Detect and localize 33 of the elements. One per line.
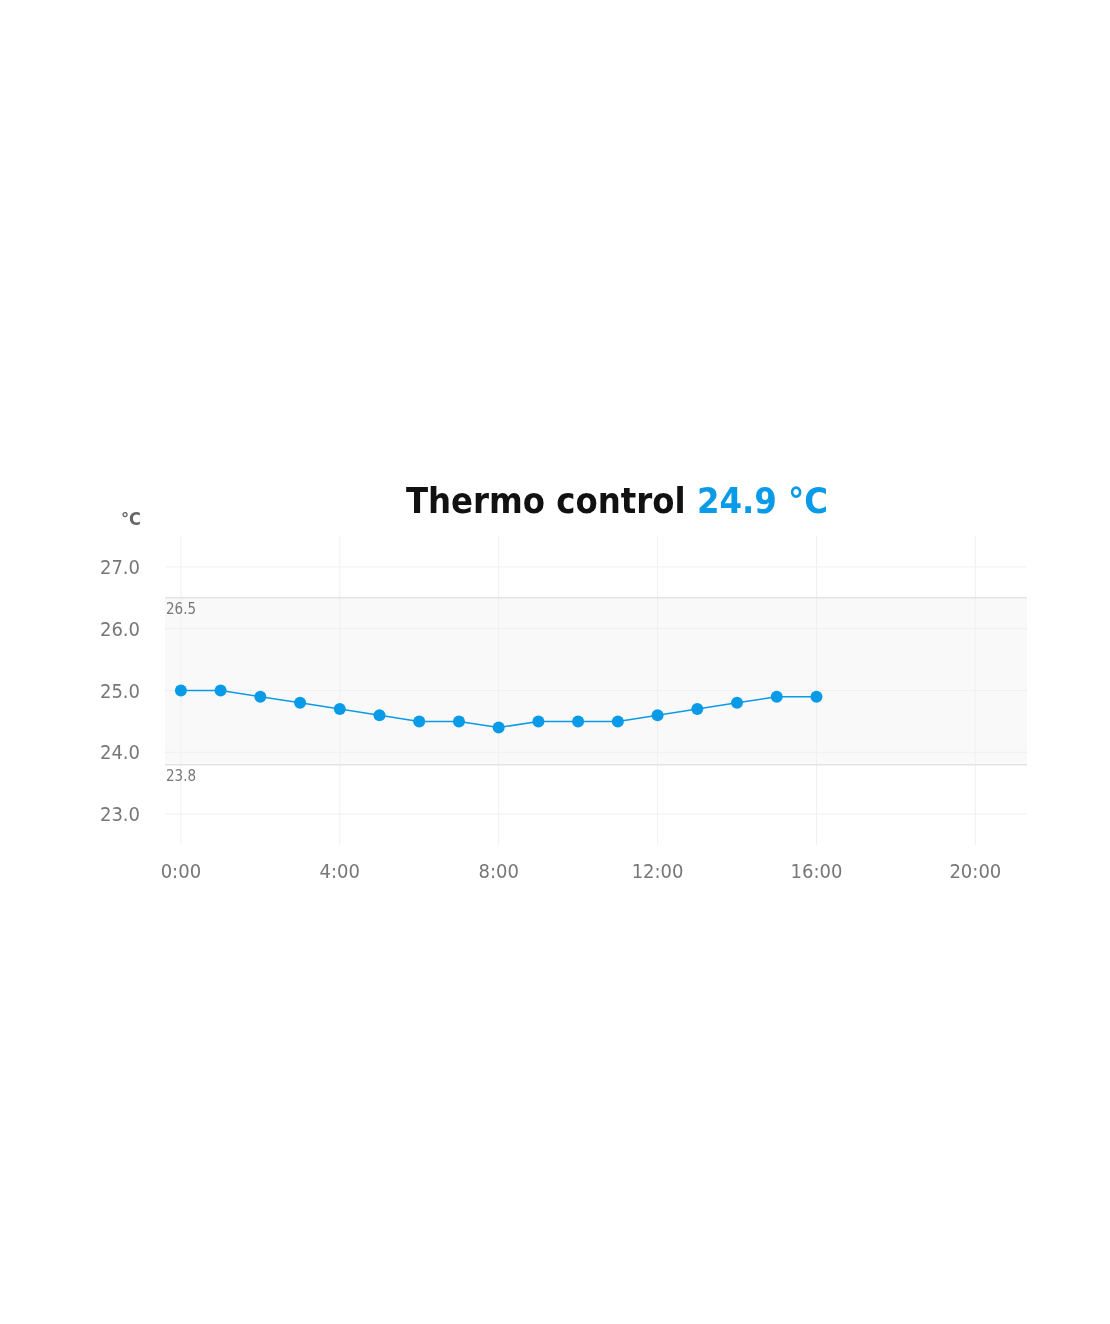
x-tick-label: 0:00 <box>160 859 202 883</box>
ref-line-label: 26.5 <box>166 599 197 618</box>
point <box>651 709 664 722</box>
point <box>413 715 426 728</box>
point <box>214 684 227 697</box>
x-tick-label: 16:00 <box>790 859 843 883</box>
point <box>770 690 783 703</box>
point <box>572 715 585 728</box>
y-tick-label: 27.0 <box>99 554 140 579</box>
chart-title: Thermo control <box>405 480 686 521</box>
y-tick-label: 23.0 <box>99 802 140 827</box>
x-tick-label: 20:00 <box>949 859 1002 883</box>
point <box>333 703 346 716</box>
point <box>731 696 744 709</box>
x-tick-label: 12:00 <box>631 859 684 883</box>
y-tick-label: 25.0 <box>99 678 140 703</box>
point <box>492 721 505 734</box>
point <box>294 696 307 709</box>
point <box>452 715 465 728</box>
y-tick-label: 26.0 <box>99 616 140 641</box>
point <box>532 715 545 728</box>
x-tick-label: 4:00 <box>319 859 360 883</box>
point <box>611 715 624 728</box>
point <box>254 690 267 703</box>
point <box>691 703 704 716</box>
y-axis-title: °C <box>121 508 141 529</box>
x-tick-label: 8:00 <box>478 859 519 883</box>
point <box>373 709 386 722</box>
text: 24.9 °C <box>685 480 829 521</box>
point <box>174 684 187 697</box>
point <box>810 690 823 703</box>
y-tick-label: 24.0 <box>99 740 140 765</box>
ref-line-label: 23.8 <box>166 766 197 785</box>
